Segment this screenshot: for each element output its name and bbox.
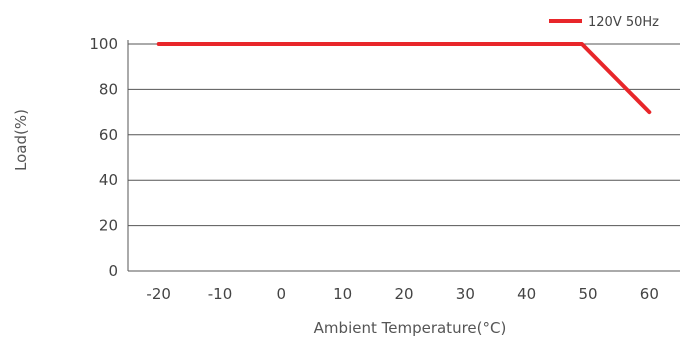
- x-tick-40: 40: [517, 285, 536, 303]
- y-tick-labels: 0 20 40 60 80 100: [89, 35, 118, 280]
- y-tick-0: 0: [108, 262, 118, 280]
- y-tick-80: 80: [99, 80, 118, 98]
- x-tick-labels: -20 -10 0 10 20 30 40 50 60: [146, 285, 658, 303]
- x-tick-50: 50: [578, 285, 597, 303]
- x-tick-0: 0: [277, 285, 287, 303]
- y-axis-label: Load(%): [12, 109, 30, 171]
- x-tick-60: 60: [640, 285, 659, 303]
- grid-lines: [128, 43, 680, 227]
- legend-label-120v-50hz: 120V 50Hz: [588, 15, 659, 30]
- x-tick-30: 30: [456, 285, 475, 303]
- y-tick-40: 40: [99, 171, 118, 189]
- x-axis-label: Ambient Temperature(°C): [314, 319, 507, 337]
- axes: [127, 40, 680, 272]
- series-line-0: [156, 42, 652, 115]
- y-tick-100: 100: [89, 35, 118, 53]
- y-tick-20: 20: [99, 217, 118, 235]
- y-tick-60: 60: [99, 126, 118, 144]
- x-tick--20: -20: [146, 285, 171, 303]
- x-tick-20: 20: [394, 285, 413, 303]
- x-tick-10: 10: [333, 285, 352, 303]
- series-group: [156, 42, 652, 115]
- legend: 120V 50Hz: [549, 15, 659, 30]
- x-tick--10: -10: [208, 285, 233, 303]
